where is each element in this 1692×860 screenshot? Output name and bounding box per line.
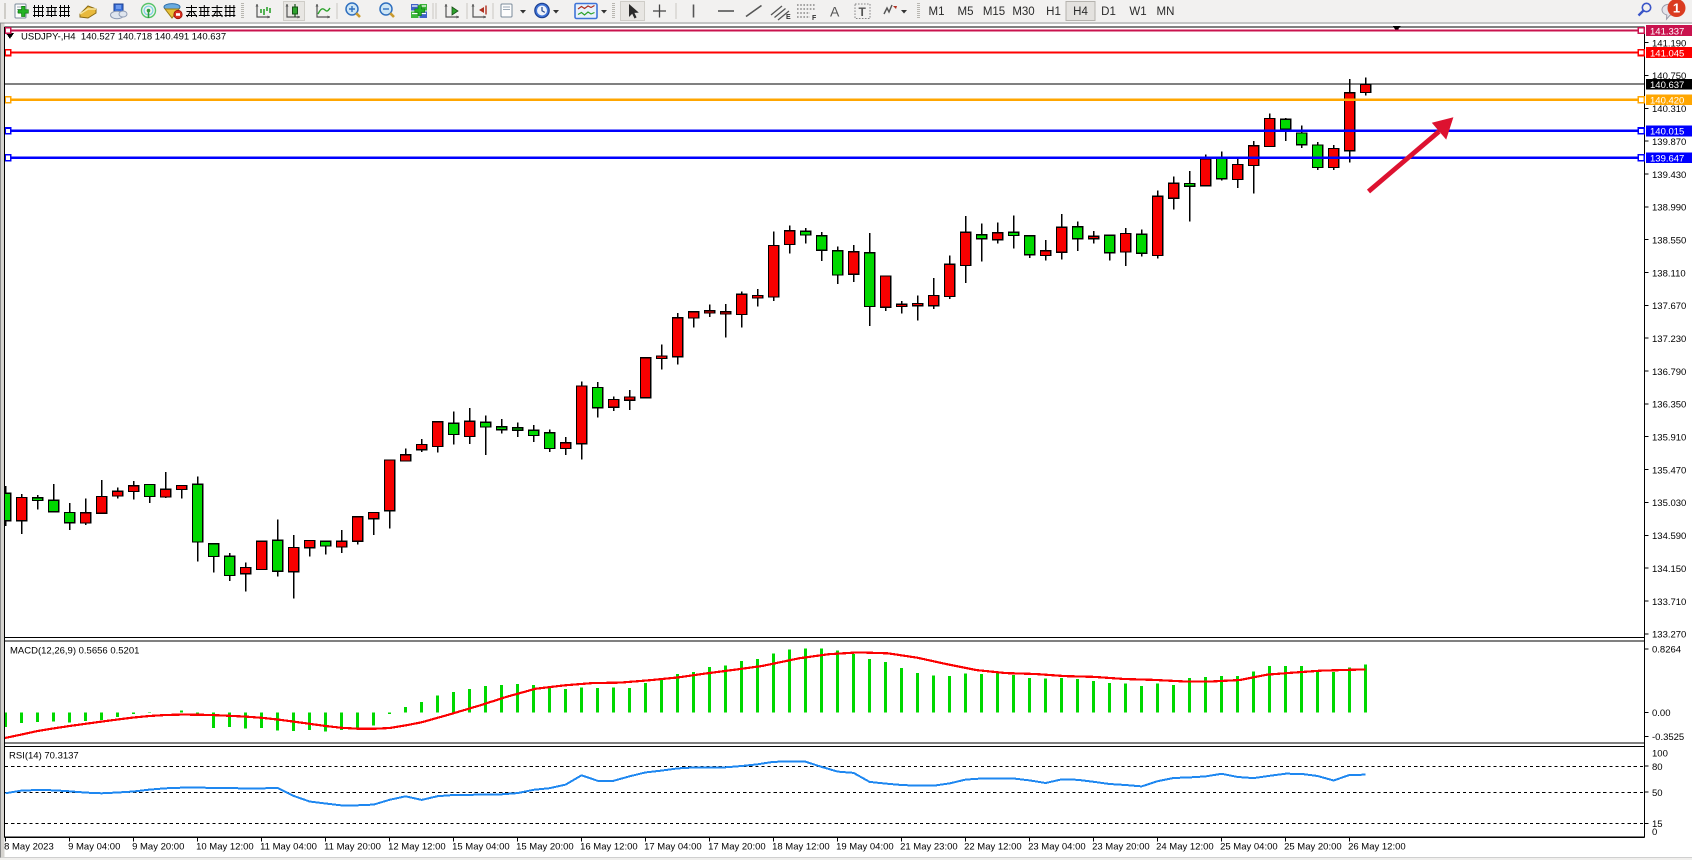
svg-text:A: A bbox=[830, 4, 840, 20]
svg-text:M1: M1 bbox=[929, 6, 945, 18]
svg-text:23 May 04:00: 23 May 04:00 bbox=[1028, 841, 1086, 852]
svg-text:10 May 12:00: 10 May 12:00 bbox=[196, 841, 254, 852]
svg-text:140.310: 140.310 bbox=[1652, 104, 1686, 115]
svg-text:18 May 12:00: 18 May 12:00 bbox=[772, 841, 830, 852]
svg-text:0.8264: 0.8264 bbox=[1652, 645, 1681, 656]
svg-text:12 May 12:00: 12 May 12:00 bbox=[388, 841, 446, 852]
svg-text:140.420: 140.420 bbox=[1650, 96, 1684, 107]
svg-text:9 May 04:00: 9 May 04:00 bbox=[68, 841, 120, 852]
svg-text:-0.3525: -0.3525 bbox=[1652, 732, 1684, 743]
svg-text:15: 15 bbox=[1652, 819, 1663, 830]
svg-text:24 May 12:00: 24 May 12:00 bbox=[1156, 841, 1214, 852]
svg-text:D1: D1 bbox=[1101, 6, 1116, 18]
svg-text:17 May 04:00: 17 May 04:00 bbox=[644, 841, 702, 852]
svg-text:15 May 20:00: 15 May 20:00 bbox=[516, 841, 574, 852]
svg-text:21 May 23:00: 21 May 23:00 bbox=[900, 841, 958, 852]
svg-text:26 May 12:00: 26 May 12:00 bbox=[1348, 841, 1406, 852]
svg-text:1: 1 bbox=[1673, 1, 1680, 16]
svg-text:E: E bbox=[786, 14, 791, 21]
svg-text:141.190: 141.190 bbox=[1652, 38, 1686, 49]
svg-text:M5: M5 bbox=[958, 6, 974, 18]
svg-text:15 May 04:00: 15 May 04:00 bbox=[452, 841, 510, 852]
svg-text:134.590: 134.590 bbox=[1652, 531, 1686, 542]
svg-text:141.045: 141.045 bbox=[1650, 48, 1684, 59]
svg-text:137.230: 137.230 bbox=[1652, 334, 1686, 345]
svg-text:133.270: 133.270 bbox=[1652, 630, 1686, 641]
svg-text:17 May 20:00: 17 May 20:00 bbox=[708, 841, 766, 852]
svg-text:F: F bbox=[812, 15, 817, 22]
svg-text:137.670: 137.670 bbox=[1652, 301, 1686, 312]
svg-text:141.337: 141.337 bbox=[1650, 26, 1684, 37]
svg-text:25 May 20:00: 25 May 20:00 bbox=[1284, 841, 1342, 852]
svg-text:25 May 04:00: 25 May 04:00 bbox=[1220, 841, 1278, 852]
svg-text:50: 50 bbox=[1652, 788, 1663, 799]
svg-text:136.350: 136.350 bbox=[1652, 400, 1686, 411]
svg-text:135.030: 135.030 bbox=[1652, 498, 1686, 509]
svg-text:140.637: 140.637 bbox=[1650, 80, 1684, 91]
svg-text:M30: M30 bbox=[1012, 6, 1034, 18]
svg-text:T: T bbox=[859, 5, 867, 19]
svg-text:8 May 2023: 8 May 2023 bbox=[4, 841, 54, 852]
svg-text:100: 100 bbox=[1652, 749, 1668, 760]
svg-text:138.110: 138.110 bbox=[1652, 268, 1686, 279]
svg-text:140.750: 140.750 bbox=[1652, 71, 1686, 82]
svg-text:11 May 20:00: 11 May 20:00 bbox=[324, 841, 381, 852]
svg-text:USDJPY-,H4 140.527 140.718 14: USDJPY-,H4 140.527 140.718 140.491 140.6… bbox=[21, 32, 226, 43]
svg-text:MN: MN bbox=[1157, 6, 1175, 18]
svg-text:H1: H1 bbox=[1046, 6, 1061, 18]
svg-text:9 May 20:00: 9 May 20:00 bbox=[132, 841, 184, 852]
svg-text:MACD(12,26,9) 0.5656 0.5201: MACD(12,26,9) 0.5656 0.5201 bbox=[10, 646, 139, 657]
svg-text:0.00: 0.00 bbox=[1652, 708, 1671, 719]
svg-text:16 May 12:00: 16 May 12:00 bbox=[580, 841, 638, 852]
svg-text:W1: W1 bbox=[1129, 6, 1146, 18]
svg-text:134.150: 134.150 bbox=[1652, 564, 1686, 575]
svg-text:139.430: 139.430 bbox=[1652, 170, 1686, 181]
svg-text:22 May 12:00: 22 May 12:00 bbox=[964, 841, 1022, 852]
svg-text:23 May 20:00: 23 May 20:00 bbox=[1092, 841, 1150, 852]
svg-text:M15: M15 bbox=[983, 6, 1005, 18]
svg-text:135.910: 135.910 bbox=[1652, 433, 1686, 444]
svg-text:139.870: 139.870 bbox=[1652, 137, 1686, 148]
svg-text:135.470: 135.470 bbox=[1652, 465, 1686, 476]
svg-text:138.550: 138.550 bbox=[1652, 236, 1686, 247]
svg-text:133.710: 133.710 bbox=[1652, 597, 1686, 608]
svg-text:11 May 04:00: 11 May 04:00 bbox=[260, 841, 317, 852]
svg-text:19 May 04:00: 19 May 04:00 bbox=[836, 841, 894, 852]
svg-text:RSI(14) 70.3137: RSI(14) 70.3137 bbox=[9, 751, 79, 762]
svg-text:136.790: 136.790 bbox=[1652, 367, 1686, 378]
svg-text:140.015: 140.015 bbox=[1650, 127, 1684, 138]
svg-text:H4: H4 bbox=[1073, 6, 1088, 18]
svg-text:80: 80 bbox=[1652, 762, 1663, 773]
svg-text:138.990: 138.990 bbox=[1652, 203, 1686, 214]
svg-text:139.647: 139.647 bbox=[1650, 154, 1684, 165]
svg-text:0: 0 bbox=[1652, 827, 1657, 838]
